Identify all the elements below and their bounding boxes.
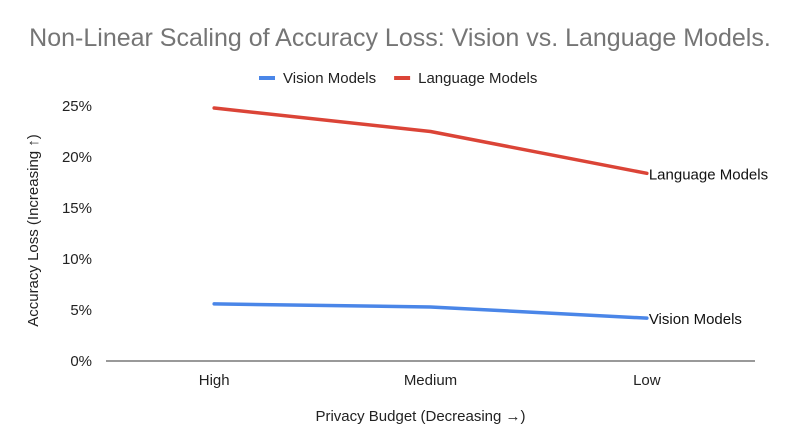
y-axis-title: Accuracy Loss (Increasing ↑) [25,134,42,327]
data-point-1-2 [645,171,649,175]
legend-label-0: Vision Models [283,70,376,87]
y-tick-label: 15% [62,200,92,217]
data-point-1-0 [212,106,216,110]
end-label-1: Language Models [649,166,768,183]
y-tick-label: 20% [62,149,92,166]
chart-title: Non-Linear Scaling of Accuracy Loss: Vis… [29,24,771,52]
end-label-0: Vision Models [649,311,742,328]
data-point-0-0 [212,302,216,306]
y-tick-label: 25% [62,98,92,115]
x-axis-title: Privacy Budget (Decreasing →) [315,408,525,425]
data-point-0-2 [645,316,649,320]
data-point-1-1 [429,130,432,133]
y-tick-label: 5% [70,302,92,319]
x-tick-label: High [199,372,230,389]
x-tick-label: Medium [404,372,457,389]
y-tick-label: 10% [62,251,92,268]
x-tick-label: Low [633,372,661,389]
data-point-0-1 [429,305,432,309]
y-tick-label: 0% [70,353,92,370]
legend-label-1: Language Models [418,70,537,87]
series-line-1 [212,106,649,176]
